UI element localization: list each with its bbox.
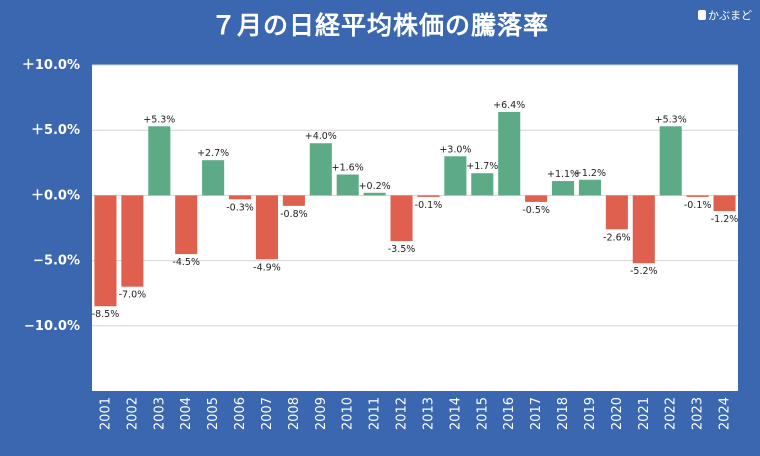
x-tick-label: 2020	[610, 397, 625, 430]
x-tick-label: 2015	[475, 397, 490, 430]
bar	[94, 195, 117, 307]
data-label: -0.5%	[522, 205, 550, 216]
data-label: +1.6%	[332, 163, 364, 174]
x-tick-label: 2018	[556, 397, 571, 430]
x-tick-label: 2013	[421, 397, 436, 430]
bar	[578, 179, 601, 196]
data-label: +3.0%	[439, 144, 471, 155]
x-tick-label: 2009	[314, 397, 329, 430]
data-label: -0.1%	[684, 200, 712, 211]
bar	[632, 195, 655, 264]
data-label: -0.3%	[226, 202, 254, 213]
data-label: +6.4%	[493, 100, 525, 111]
bar	[605, 195, 628, 230]
data-label: +4.0%	[305, 131, 337, 142]
x-tick-label: 2003	[152, 397, 167, 430]
x-tick-label: 2004	[179, 397, 194, 430]
bar	[175, 195, 198, 255]
x-tick-label: 2023	[691, 397, 706, 430]
bar	[148, 126, 171, 196]
data-label: +1.1%	[547, 169, 579, 180]
x-tick-label: 2021	[637, 397, 652, 430]
data-label: -1.2%	[711, 214, 739, 225]
bar	[309, 143, 332, 196]
x-tick-label: 2001	[98, 397, 113, 430]
data-label: -4.5%	[172, 257, 200, 268]
y-tick-label: −10.0%	[24, 319, 80, 334]
bar	[659, 126, 682, 196]
brand-icon	[698, 10, 706, 20]
x-tick-label: 2006	[233, 397, 248, 430]
brand-text: かぶまど	[708, 9, 752, 22]
data-label: -4.9%	[253, 262, 281, 273]
y-tick-label: ＋10.0%	[22, 58, 80, 73]
x-tick-label: 2012	[395, 397, 410, 430]
data-label: -7.0%	[119, 290, 147, 301]
bar	[713, 195, 736, 212]
bar	[525, 195, 548, 202]
x-tick-label: 2005	[206, 397, 221, 430]
plot-area	[92, 65, 738, 391]
bar	[229, 195, 252, 200]
x-tick-label: 2008	[287, 397, 302, 430]
data-label: +5.3%	[655, 114, 687, 125]
x-tick-label: 2019	[583, 397, 598, 430]
x-tick-label: 2016	[502, 397, 517, 430]
data-label: +5.3%	[143, 114, 175, 125]
bar	[417, 195, 440, 197]
data-label: -8.5%	[92, 309, 120, 320]
data-label: -0.8%	[280, 209, 308, 220]
bar	[471, 173, 494, 196]
bar	[390, 195, 413, 242]
data-label: -5.2%	[630, 266, 658, 277]
x-tick-label: 2002	[125, 397, 140, 430]
y-tick-label: −5.0%	[33, 254, 80, 269]
x-tick-label: 2010	[341, 397, 356, 430]
bar	[444, 156, 467, 196]
y-tick-label: ＋0.0%	[31, 188, 80, 203]
data-label: -0.1%	[415, 200, 443, 211]
bar	[686, 195, 709, 197]
bar	[552, 181, 575, 196]
x-tick-label: 2024	[718, 397, 733, 430]
data-label: +2.7%	[197, 148, 229, 159]
bar	[202, 160, 225, 196]
x-tick-label: 2011	[368, 397, 383, 430]
x-tick-label: 2014	[448, 397, 463, 430]
x-tick-label: 2017	[529, 397, 544, 430]
data-label: +1.2%	[574, 168, 606, 179]
bar	[255, 195, 278, 260]
data-label: -2.6%	[603, 232, 631, 243]
bar	[363, 192, 386, 196]
bar	[282, 195, 305, 206]
bar	[498, 111, 521, 196]
data-label: -3.5%	[388, 244, 416, 255]
x-tick-label: 2022	[664, 397, 679, 430]
y-tick-label: ＋5.0%	[31, 123, 80, 138]
bar	[336, 174, 359, 196]
brand-logo: かぶまど	[698, 7, 752, 23]
bar	[121, 195, 144, 287]
x-tick-label: 2007	[260, 397, 275, 430]
data-label: +0.2%	[359, 181, 391, 192]
chart-title: ７月の日経平均株価の騰落率	[210, 11, 549, 40]
data-label: +1.7%	[466, 161, 498, 172]
